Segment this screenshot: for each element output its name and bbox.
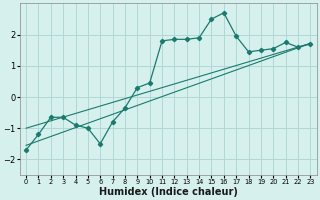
X-axis label: Humidex (Indice chaleur): Humidex (Indice chaleur) — [99, 187, 238, 197]
